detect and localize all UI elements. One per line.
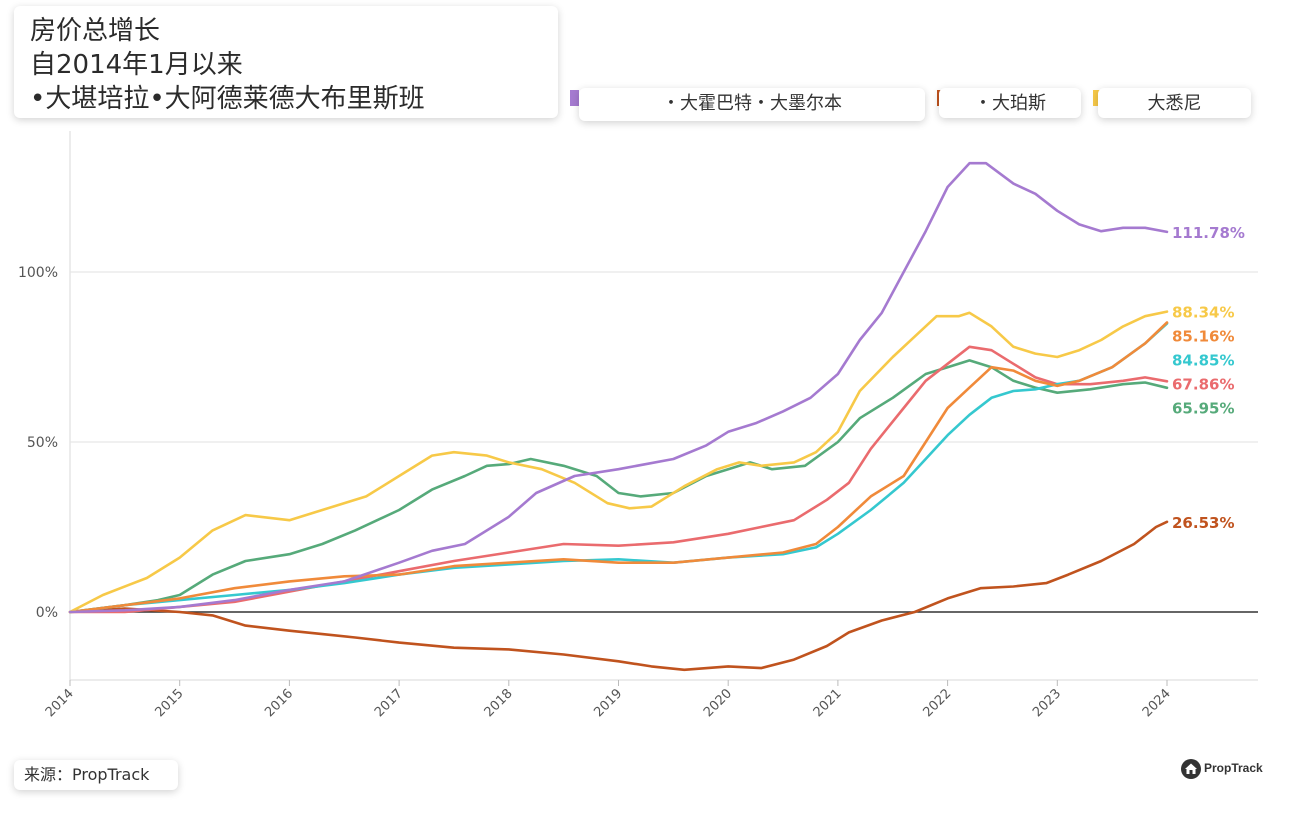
source-note: 来源：PropTrack <box>14 760 178 790</box>
end-label-cyan: 84.85% <box>1172 352 1234 370</box>
x-tick-label: 2024 <box>1140 686 1174 720</box>
series-line-cyan <box>68 322 1169 614</box>
series-line-pink <box>68 345 1169 614</box>
chart-title-card: 房价总增长 自2014年1月以来 •大堪培拉•大阿德莱德大布里斯班 <box>14 6 558 118</box>
end-labels: 111.78% 88.34% 85.16% 84.85% 67.86% 65.95% 26.… <box>1172 224 1245 532</box>
end-label-pink: 67.86% <box>1172 376 1234 394</box>
series-line-yellow <box>68 310 1169 614</box>
x-tick-label: 2017 <box>372 686 406 720</box>
legend-box-sydney: 大悉尼 <box>1098 88 1251 118</box>
y-axis-ticks: 100% 50% 0% <box>18 265 58 621</box>
legend-box-perth: ・大珀斯 <box>939 88 1081 118</box>
end-label-purple: 111.78% <box>1172 224 1245 242</box>
series-line-green <box>68 359 1169 614</box>
series-line-orange <box>68 321 1169 614</box>
legend-box-hobart-melbourne: ・大霍巴特・大墨尔本 <box>579 88 925 121</box>
x-tick-label: 2019 <box>591 686 625 720</box>
x-tick-label: 2014 <box>43 686 77 720</box>
legend-swatch-purple <box>570 90 579 106</box>
legend-inline-labels: •大堪培拉•大阿德莱德大布里斯班 <box>30 84 425 114</box>
x-tick-label: 2018 <box>482 686 516 720</box>
end-label-green: 65.95% <box>1172 400 1234 418</box>
x-tick-label: 2023 <box>1030 686 1064 720</box>
chart-title: 房价总增长 <box>30 16 161 46</box>
legend-label-sydney: 大悉尼 <box>1147 93 1202 114</box>
series-line-brown <box>68 520 1169 672</box>
x-tick-label: 2020 <box>701 686 735 720</box>
legend-swatch-yellow <box>1093 90 1102 106</box>
series-line-purple <box>68 161 1169 614</box>
y-tick-label: 50% <box>27 435 58 451</box>
logo-text: PropTrack <box>1204 761 1263 775</box>
end-label-brown: 26.53% <box>1172 514 1234 532</box>
legend-label-perth: ・大珀斯 <box>974 93 1046 114</box>
x-tick-label: 2021 <box>811 686 845 720</box>
house-icon <box>1181 759 1201 779</box>
chart-subtitle: 自2014年1月以来 <box>30 50 243 80</box>
end-label-yellow: 88.34% <box>1172 304 1234 322</box>
source-text: 来源：PropTrack <box>24 765 150 784</box>
x-tick-label: 2016 <box>262 686 296 720</box>
x-tick-label: 2015 <box>153 686 187 720</box>
y-tick-label: 0% <box>36 605 58 621</box>
y-tick-label: 100% <box>18 265 58 281</box>
proptrack-logo: PropTrack <box>1180 758 1280 784</box>
x-axis-ticks: 2014 2015 2016 2017 2018 2019 2020 2021 2022 2023… <box>43 680 1174 720</box>
grid-lines <box>69 131 1258 681</box>
legend-label-hobart-melbourne: ・大霍巴特・大墨尔本 <box>662 93 842 114</box>
series-lines <box>68 161 1169 672</box>
end-label-orange: 85.16% <box>1172 328 1234 346</box>
x-tick-label: 2022 <box>920 686 954 720</box>
